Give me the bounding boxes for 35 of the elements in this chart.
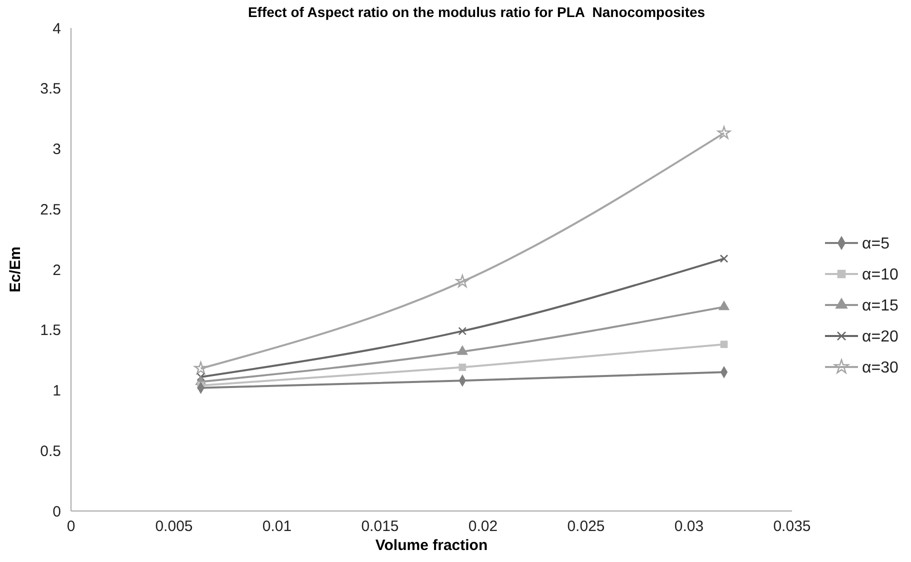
x-tick-label: 0.03 — [674, 518, 704, 535]
legend-label: α=20 — [862, 328, 898, 346]
legend-label: α=30 — [862, 360, 898, 377]
y-tick-label: 0 — [52, 503, 61, 520]
y-tick-label: 2 — [52, 262, 61, 279]
point — [456, 345, 468, 355]
x-tick-label: 0.01 — [262, 518, 292, 535]
x-tick-label: 0.005 — [155, 518, 193, 535]
chart-title: Effect of Aspect ratio on the modulus ratio for PLA Nanocomposites — [248, 4, 706, 20]
x-tick-label: 0 — [66, 518, 76, 535]
point — [720, 254, 728, 263]
point — [718, 300, 730, 310]
y-tick-label: 1 — [52, 382, 61, 400]
x-axis-title: Volume fraction — [375, 537, 488, 554]
y-tick-label: 0.5 — [40, 442, 61, 460]
point — [456, 274, 470, 288]
point — [720, 340, 728, 348]
y-tick-label: 3 — [52, 141, 61, 158]
y-tick-label: 2.5 — [40, 201, 61, 218]
y-tick-label: 3.5 — [40, 80, 61, 98]
x-tick-label: 0.025 — [567, 518, 605, 535]
legend-label: α=15 — [862, 298, 898, 315]
x-tick-label: 0.015 — [361, 518, 399, 535]
y-axis-title: Ec/Em — [7, 246, 24, 292]
y-tick-label: 1.5 — [40, 322, 61, 340]
y-tick-label: 4 — [52, 20, 61, 38]
legend-label: α=10 — [862, 266, 898, 284]
point — [458, 326, 467, 336]
point — [196, 372, 205, 382]
point — [458, 364, 466, 371]
point — [717, 126, 731, 139]
point — [194, 362, 208, 374]
x-tick-label: 0.02 — [468, 518, 498, 535]
legend-label: α=5 — [862, 236, 890, 253]
x-tick-label: 0.035 — [773, 518, 811, 535]
